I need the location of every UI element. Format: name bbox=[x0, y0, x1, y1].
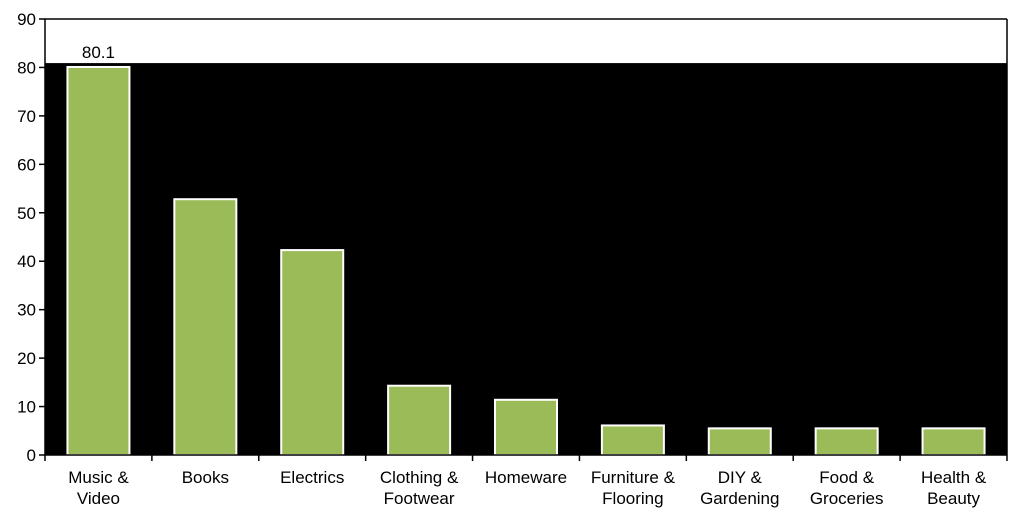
category-label-line: Clothing & bbox=[380, 468, 459, 487]
labels-group: 0 10 20 30 40 50 60 70 80 90 Music & Video Books Elec… bbox=[17, 10, 987, 508]
category-label-line: Gardening bbox=[700, 489, 779, 508]
bar-1 bbox=[173, 198, 238, 456]
category-label-1: Books bbox=[182, 468, 229, 487]
category-label-6: DIY & Gardening bbox=[700, 468, 779, 508]
y-tick-label-2: 20 bbox=[17, 349, 36, 368]
category-label-line: Furniture & bbox=[591, 468, 676, 487]
category-label-3: Clothing & Footwear bbox=[380, 468, 459, 508]
bars-group bbox=[66, 65, 986, 457]
category-label-line: Beauty bbox=[927, 489, 980, 508]
category-label-line: Books bbox=[182, 468, 229, 487]
bar-5 bbox=[600, 424, 665, 456]
y-tick-label-0: 0 bbox=[27, 446, 36, 465]
bar-2 bbox=[280, 249, 345, 456]
category-label-8: Health & Beauty bbox=[921, 468, 987, 508]
bar-3 bbox=[387, 384, 452, 457]
category-label-line: Food & bbox=[819, 468, 874, 487]
bar-0 bbox=[66, 65, 131, 457]
category-label-5: Furniture & Flooring bbox=[591, 468, 676, 508]
bar-7 bbox=[814, 427, 879, 457]
y-tick-label-6: 60 bbox=[17, 155, 36, 174]
category-label-line: Health & bbox=[921, 468, 987, 487]
category-label-line: Video bbox=[77, 489, 120, 508]
y-tick-label-1: 10 bbox=[17, 398, 36, 417]
y-tick-label-8: 80 bbox=[17, 58, 36, 77]
category-label-line: Electrics bbox=[280, 468, 344, 487]
category-label-line: Homeware bbox=[485, 468, 567, 487]
category-label-line: Flooring bbox=[602, 489, 663, 508]
bar-6 bbox=[707, 427, 772, 457]
category-label-0: Music & Video bbox=[68, 468, 129, 508]
y-tick-label-7: 70 bbox=[17, 107, 36, 126]
category-label-7: Food & Groceries bbox=[810, 468, 884, 508]
category-label-4: Homeware bbox=[485, 468, 567, 487]
category-label-2: Electrics bbox=[280, 468, 344, 487]
axes-group bbox=[39, 18, 1008, 461]
bar-4 bbox=[494, 398, 558, 457]
bar-8 bbox=[921, 427, 986, 457]
category-label-line: Music & bbox=[68, 468, 129, 487]
y-tick-label-4: 40 bbox=[17, 252, 36, 271]
y-tick-label-9: 90 bbox=[17, 10, 36, 29]
y-tick-label-5: 50 bbox=[17, 204, 36, 223]
y-tick-label-3: 30 bbox=[17, 301, 36, 320]
data-label-0: 80.1 bbox=[82, 43, 115, 62]
category-label-line: DIY & bbox=[718, 468, 763, 487]
category-label-line: Footwear bbox=[384, 489, 455, 508]
category-label-line: Groceries bbox=[810, 489, 884, 508]
